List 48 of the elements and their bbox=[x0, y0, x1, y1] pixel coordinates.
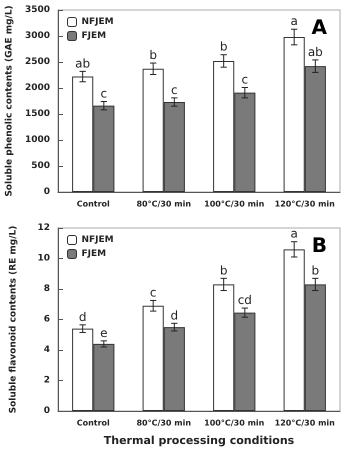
y-tick-label: 2 bbox=[44, 376, 50, 386]
legend-label: FJEM bbox=[82, 31, 106, 41]
data-label: ab bbox=[75, 56, 90, 70]
y-tick-label: 8 bbox=[44, 284, 50, 294]
data-label: c bbox=[242, 72, 248, 86]
y-tick-label: 12 bbox=[37, 223, 50, 233]
data-label: d bbox=[170, 308, 178, 322]
y-tick-label: 2500 bbox=[24, 57, 50, 67]
y-tick-label: 1500 bbox=[24, 109, 50, 119]
data-label: c bbox=[150, 285, 156, 300]
data-label: cd bbox=[238, 293, 252, 308]
y-tick-label: 0 bbox=[44, 187, 50, 197]
data-label: d bbox=[78, 310, 86, 324]
x-tick-label: 100°C/30 min bbox=[204, 200, 265, 208]
data-label: b bbox=[312, 263, 320, 278]
x-tick-label: Control bbox=[76, 200, 110, 208]
chart-title: B bbox=[312, 233, 328, 257]
data-label: b bbox=[220, 40, 228, 54]
x-tick-label: 120°C/30 min bbox=[274, 418, 336, 428]
chart-title: A bbox=[312, 15, 328, 39]
data-label: a bbox=[290, 14, 298, 28]
y-tick-label: 0 bbox=[44, 406, 50, 416]
x-axis-title: Thermal processing conditions bbox=[104, 434, 295, 447]
data-label: e bbox=[100, 326, 108, 340]
data-label: b bbox=[220, 263, 228, 278]
y-tick-label: 6 bbox=[44, 314, 50, 324]
data-label: c bbox=[171, 82, 178, 97]
x-tick-label: 120°C/30 min bbox=[274, 200, 336, 208]
data-label: c bbox=[100, 86, 108, 101]
y-axis-title: Soluble flavonoid contents (RE mg/L) bbox=[8, 226, 18, 414]
y-tick-label: 4 bbox=[44, 345, 50, 355]
legend-label: NFJEM bbox=[82, 17, 114, 27]
y-tick-label: 10 bbox=[37, 254, 50, 264]
y-tick-label: 1000 bbox=[24, 135, 50, 145]
y-tick-label: 2000 bbox=[24, 83, 50, 93]
legend-label: NFJEM bbox=[82, 235, 114, 245]
x-tick-label: 80°C/30 min bbox=[136, 418, 192, 428]
legend-label: FJEM bbox=[82, 249, 106, 259]
data-label: b bbox=[149, 48, 157, 62]
data-label: a bbox=[290, 226, 298, 241]
x-tick-label: 80°C/30 min bbox=[136, 200, 192, 208]
y-axis-title: Soluble phenolic contents (GAE mg/L) bbox=[4, 5, 15, 197]
y-tick-label: 3000 bbox=[24, 31, 50, 41]
data-label: ab bbox=[308, 44, 323, 59]
y-tick-label: 500 bbox=[31, 161, 50, 171]
x-tick-label: Control bbox=[76, 418, 110, 428]
x-tick-label: 100°C/30 min bbox=[204, 418, 265, 428]
y-tick-label: 3500 bbox=[24, 5, 50, 15]
